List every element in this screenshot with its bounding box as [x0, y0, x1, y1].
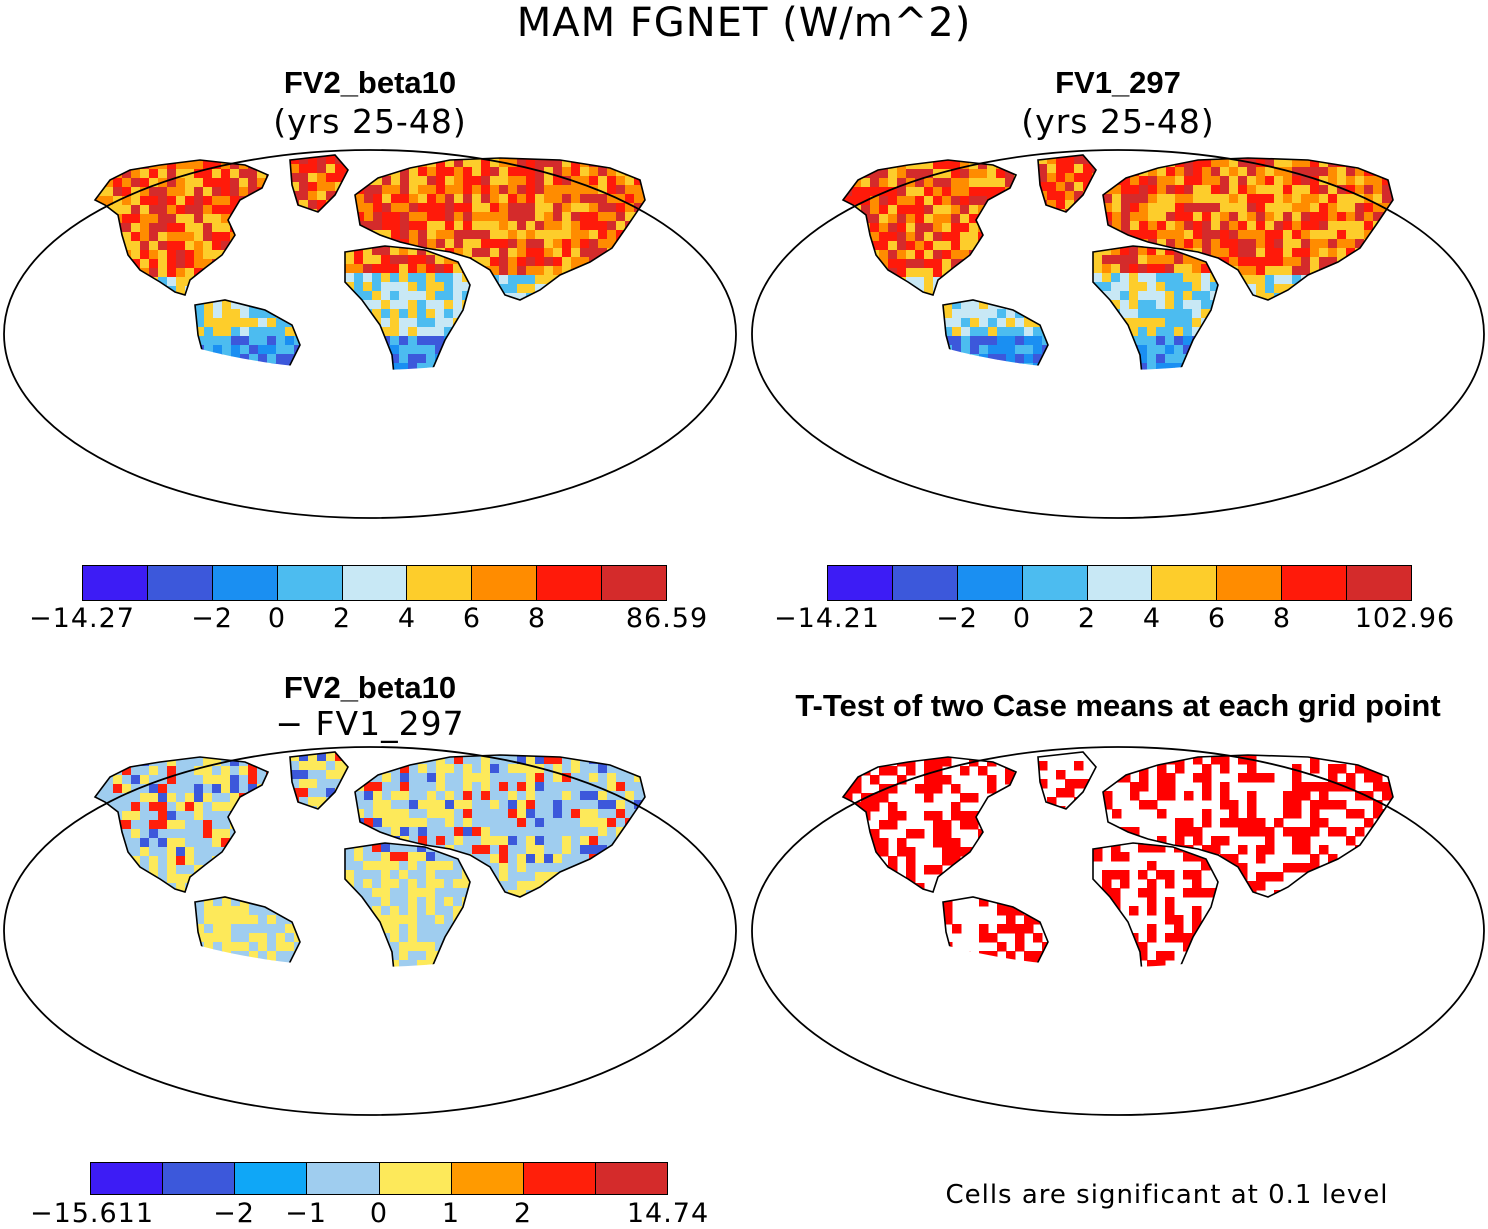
coastline-australia	[1338, 355, 1428, 418]
land-africa	[1093, 843, 1220, 1015]
land-eurasia	[1103, 755, 1401, 900]
tick-label: 0	[268, 603, 286, 634]
land-greenland	[1038, 761, 1102, 816]
tick-label: −2	[191, 603, 233, 634]
map-panel-tr	[748, 148, 1488, 520]
tick-label: 4	[398, 603, 416, 634]
colorbar-swatch	[380, 1163, 452, 1194]
land-africa	[345, 246, 472, 418]
land-africa	[345, 843, 472, 1015]
colorbar-swatch	[343, 566, 408, 600]
land-southAmerica	[943, 300, 1052, 472]
main-title: MAM FGNET (W/m^2)	[517, 0, 972, 46]
panel-bl-title: FV2_beta10	[284, 670, 456, 706]
land-antarctica	[883, 484, 1397, 521]
colorbar-swatch	[1088, 566, 1153, 600]
tick-label: 0	[1013, 603, 1031, 634]
coastline-australia	[1338, 952, 1428, 1015]
colorbar-swatch	[893, 566, 958, 600]
land-australia	[590, 952, 690, 1025]
tick-label: 0	[370, 1198, 388, 1229]
tick-label: 6	[463, 603, 481, 634]
colorbar-swatch	[278, 566, 343, 600]
tick-label: 8	[1273, 603, 1291, 634]
panel-tl-subtitle: (yrs 25-48)	[273, 102, 466, 141]
tick-label: 102.96	[1355, 603, 1455, 634]
colorbar-swatch	[83, 566, 148, 600]
colorbar-tr	[827, 565, 1412, 601]
tick-label: −14.27	[29, 603, 135, 634]
land-southAmerica	[943, 897, 1052, 1069]
land-australia	[590, 355, 690, 428]
colorbar-swatch	[958, 566, 1023, 600]
tick-label: −1	[285, 1198, 327, 1229]
colorbar-swatch	[235, 1163, 307, 1194]
tick-label: 2	[1078, 603, 1096, 634]
colorbar-tl	[82, 565, 667, 601]
tick-label: −2	[936, 603, 978, 634]
colorbar-swatch	[1217, 566, 1282, 600]
tick-label: 6	[1208, 603, 1226, 634]
coastline-australia	[590, 952, 680, 1015]
colorbar-swatch	[596, 1163, 667, 1194]
land-southAmerica	[195, 897, 304, 1069]
land-africa	[1093, 246, 1220, 418]
tick-label: −2	[213, 1198, 255, 1229]
colorbar-swatch	[91, 1163, 163, 1194]
colorbar-swatch	[1023, 566, 1088, 600]
tick-label: 86.59	[626, 603, 708, 634]
map-panel-tl	[0, 148, 740, 520]
tick-label: 2	[514, 1198, 532, 1229]
tick-label: −14.21	[774, 603, 880, 634]
colorbar-swatch	[1282, 566, 1347, 600]
land-antarctica	[883, 1081, 1397, 1118]
tick-label: 4	[1143, 603, 1161, 634]
land-antarctica	[135, 484, 649, 521]
land-australia	[1338, 952, 1438, 1025]
colorbar-swatch	[148, 566, 213, 600]
panel-tr-subtitle: (yrs 25-48)	[1021, 102, 1214, 141]
colorbar-swatch	[213, 566, 278, 600]
colorbar-bl	[90, 1162, 668, 1195]
colorbar-swatch	[407, 566, 472, 600]
colorbar-swatch	[524, 1163, 596, 1194]
land-southAmerica	[195, 300, 304, 472]
map-panel-br	[748, 745, 1488, 1117]
land-australia	[1338, 355, 1438, 428]
tick-label: 14.74	[627, 1198, 709, 1229]
map-panel-bl	[0, 745, 740, 1117]
colorbar-swatch	[452, 1163, 524, 1194]
colorbar-swatch	[472, 566, 537, 600]
colorbar-swatch	[537, 566, 602, 600]
colorbar-swatch	[828, 566, 893, 600]
colorbar-swatch	[602, 566, 666, 600]
panel-br-title: T-Test of two Case means at each grid po…	[795, 688, 1440, 724]
colorbar-swatch	[1152, 566, 1217, 600]
tick-label: 1	[442, 1198, 460, 1229]
tick-label: −15.611	[30, 1198, 154, 1229]
panel-tr-title: FV1_297	[1055, 65, 1181, 101]
panel-tl-title: FV2_beta10	[284, 65, 456, 101]
land-antarctica	[135, 1081, 649, 1118]
tick-label: 8	[528, 603, 546, 634]
colorbar-swatch	[163, 1163, 235, 1194]
coastline-australia	[590, 355, 680, 418]
colorbar-swatch	[307, 1163, 379, 1194]
panel-bl-subtitle: − FV1_297	[275, 704, 464, 743]
significance-note: Cells are significant at 0.1 level	[945, 1180, 1388, 1210]
tick-label: 2	[333, 603, 351, 634]
colorbar-swatch	[1347, 566, 1411, 600]
